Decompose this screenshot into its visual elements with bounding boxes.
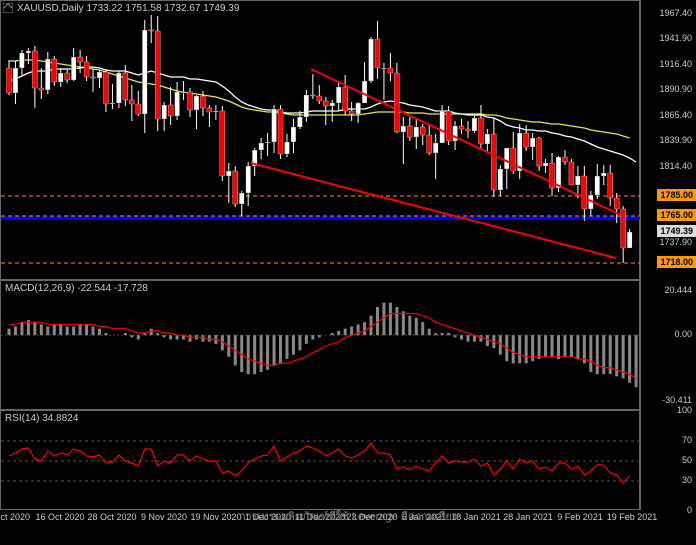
rsi-y-axis: 1007050300 bbox=[640, 410, 696, 510]
disclaimer-text: การเทรดผลิตภัณฑ์ที่ใช้ Leverage มีความเส… bbox=[0, 507, 696, 525]
expand-icon bbox=[3, 3, 13, 13]
price-tick: 1890.90 bbox=[659, 84, 692, 94]
rsi-tick: 70 bbox=[682, 435, 692, 445]
macd-tick: -30.411 bbox=[662, 395, 692, 405]
price-tick: 1916.40 bbox=[659, 59, 692, 69]
price-overlay bbox=[1, 1, 641, 281]
rsi-tick: 50 bbox=[682, 455, 692, 465]
macd-tick: 0.00 bbox=[674, 329, 692, 339]
price-tick: 1814.40 bbox=[659, 161, 692, 171]
level-tag: 1718.00 bbox=[657, 256, 696, 268]
rsi-panel[interactable]: RSI(14) 34.8824 bbox=[0, 410, 640, 510]
macd-overlay bbox=[1, 281, 641, 411]
symbol-title: XAUUSD,Daily 1733.22 1751.58 1732.67 174… bbox=[17, 3, 239, 14]
rsi-tick: 100 bbox=[677, 405, 692, 415]
macd-panel[interactable]: MACD(12,26,9) -22.544 -17.728 bbox=[0, 280, 640, 410]
rsi-tick: 30 bbox=[682, 475, 692, 485]
level-tag: 1765.00 bbox=[657, 209, 696, 221]
chart-container: XAUUSD,Daily 1733.22 1751.58 1732.67 174… bbox=[0, 0, 696, 545]
price-tick: 1967.40 bbox=[659, 8, 692, 18]
price-tick: 1839.90 bbox=[659, 135, 692, 145]
price-tick: 1865.40 bbox=[659, 110, 692, 120]
price-y-axis: 1967.40 1941.90 1916.40 1890.90 1865.40 1839.… bbox=[640, 0, 696, 280]
current-price-tag: 1749.39 bbox=[657, 225, 696, 237]
price-tick: 1737.90 bbox=[659, 237, 692, 247]
macd-tick: 20.444 bbox=[664, 285, 692, 295]
price-tick: 1941.90 bbox=[659, 33, 692, 43]
rsi-overlay bbox=[1, 411, 641, 511]
rsi-title: RSI(14) 34.8824 bbox=[5, 413, 78, 424]
level-tag: 1785.00 bbox=[657, 189, 696, 201]
macd-y-axis: 20.444 0.00 -30.411 bbox=[640, 280, 696, 410]
macd-title: MACD(12,26,9) -22.544 -17.728 bbox=[5, 283, 148, 294]
price-panel[interactable]: XAUUSD,Daily 1733.22 1751.58 1732.67 174… bbox=[0, 0, 640, 280]
